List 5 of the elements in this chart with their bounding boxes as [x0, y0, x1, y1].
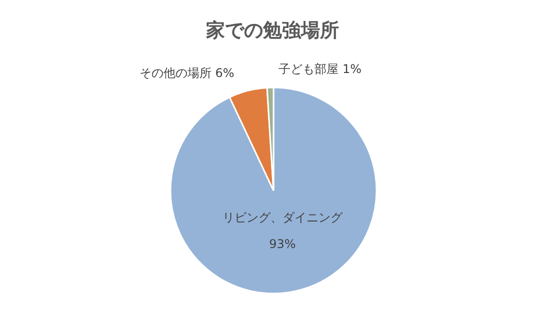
chart-title: 家での勉強場所 [205, 20, 339, 42]
slice-label: 子ども部屋 1% [278, 62, 362, 76]
slice-label: その他の場所 6% [139, 66, 234, 80]
slice-label: リビング、ダイニング [222, 210, 344, 224]
data-label: 93% [269, 237, 296, 252]
